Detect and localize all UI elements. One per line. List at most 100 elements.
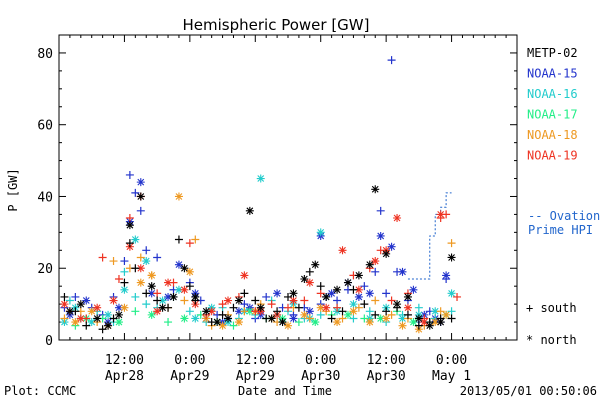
- north-point-noaa-16: [120, 285, 129, 294]
- south-point-noaa-19: [98, 253, 107, 262]
- north-point-metp-02: [114, 310, 123, 319]
- south-point-metp-02: [360, 300, 369, 309]
- legend: METP-02 NOAA-15 NOAA-16 NOAA-17 NOAA-18 NOAA-…: [527, 46, 578, 163]
- y-tick-label: 0: [45, 334, 53, 349]
- north-point-noaa-18: [120, 303, 129, 312]
- north-point-noaa-16: [398, 314, 407, 323]
- north-point-metp-02: [234, 296, 243, 305]
- south-point-noaa-17: [164, 318, 173, 327]
- y-axis-label: P [GW]: [6, 168, 20, 211]
- north-point-noaa-18: [431, 318, 440, 327]
- south-point-metp-02: [174, 235, 183, 244]
- north-point-noaa-18: [284, 321, 292, 330]
- north-point-noaa-19: [136, 264, 145, 273]
- north-point-noaa-15: [305, 307, 314, 316]
- x-axis-label: Date and Time: [238, 384, 332, 398]
- north-point-noaa-18: [136, 278, 145, 287]
- north-point-metp-02: [343, 278, 352, 287]
- x-tick-label-time: 12:00: [105, 353, 144, 368]
- north-point-noaa-16: [256, 174, 265, 183]
- south-point-noaa-19: [114, 275, 123, 283]
- south-point-noaa-19: [284, 303, 292, 312]
- footer-right: 2013/05/01 00:50:06: [460, 384, 597, 398]
- south-point-noaa-15: [376, 206, 385, 215]
- legend-entry-noaa-17: NOAA-17: [527, 108, 578, 122]
- north-point-metp-02: [333, 285, 342, 294]
- north-point-noaa-16: [191, 314, 200, 323]
- south-point-noaa-15: [71, 292, 80, 301]
- north-point-metp-02: [371, 185, 380, 194]
- north-point-noaa-19: [240, 271, 249, 280]
- north-point-noaa-15: [147, 289, 156, 298]
- south-point-metp-02: [240, 289, 249, 298]
- south-point-noaa-17: [131, 307, 140, 316]
- north-point-noaa-19: [60, 300, 69, 309]
- north-point-noaa-18: [185, 267, 194, 276]
- south-point-noaa-15: [131, 188, 140, 197]
- north-point-metp-02: [365, 260, 374, 269]
- south-marker-legend: + south: [526, 301, 577, 315]
- north-point-metp-02: [256, 303, 265, 312]
- north-point-noaa-15: [164, 292, 173, 301]
- south-point-noaa-15: [371, 267, 380, 276]
- north-point-metp-02: [425, 321, 434, 330]
- south-point-metp-02: [185, 282, 194, 291]
- south-point-noaa-15: [120, 257, 129, 266]
- south-point-noaa-19: [300, 296, 309, 305]
- north-point-metp-02: [354, 271, 363, 280]
- north-point-metp-02: [278, 318, 287, 327]
- legend-entry-noaa-16: NOAA-16: [527, 87, 578, 101]
- south-point-metp-02: [349, 285, 358, 294]
- x-tick-label-time: 12:00: [367, 353, 406, 368]
- south-point-metp-02: [142, 289, 151, 298]
- north-point-noaa-16: [316, 228, 325, 237]
- north-point-noaa-15: [174, 260, 183, 269]
- north-point-noaa-18: [382, 314, 391, 323]
- data-points: [60, 56, 462, 334]
- north-point-noaa-19: [403, 303, 412, 312]
- ovation-step-line: [407, 192, 452, 280]
- north-point-metp-02: [403, 292, 412, 301]
- north-point-metp-02: [213, 318, 222, 327]
- south-point-metp-02: [229, 303, 238, 312]
- south-point-metp-02: [338, 307, 347, 316]
- north-point-metp-02: [436, 318, 445, 327]
- north-point-metp-02: [322, 292, 331, 301]
- south-point-noaa-18: [109, 257, 118, 266]
- north-point-metp-02: [224, 314, 233, 323]
- south-point-noaa-15: [153, 253, 162, 262]
- legend-entry-noaa-15: NOAA-15: [527, 67, 578, 81]
- ovation-prime-hpi-line: [407, 192, 452, 280]
- north-point-metp-02: [289, 289, 298, 298]
- north-point-noaa-18: [300, 310, 309, 319]
- north-point-metp-02: [191, 292, 200, 301]
- south-point-metp-02: [447, 314, 456, 323]
- north-point-noaa-19: [109, 296, 118, 305]
- north-point-noaa-15: [409, 285, 418, 294]
- north-point-noaa-18: [442, 310, 451, 319]
- north-point-metp-02: [65, 307, 74, 316]
- north-point-noaa-15: [387, 242, 396, 251]
- x-axis: 12:00Apr280:00Apr2912:00Apr290:00Apr3012…: [58, 35, 518, 384]
- north-point-noaa-17: [114, 318, 123, 327]
- x-tick-label-time: 12:00: [236, 353, 275, 368]
- north-point-noaa-16: [174, 285, 183, 294]
- legend-entry-noaa-18: NOAA-18: [527, 128, 578, 142]
- south-point-noaa-19: [185, 239, 194, 248]
- north-point-noaa-19: [305, 278, 314, 287]
- north-point-noaa-15: [442, 271, 451, 280]
- north-point-noaa-18: [316, 303, 325, 312]
- south-point-metp-02: [98, 325, 107, 334]
- footer-left: Plot: CCMC: [4, 384, 76, 398]
- north-point-noaa-19: [354, 285, 363, 294]
- series-metp-02: [60, 185, 456, 334]
- south-point-noaa-17: [229, 321, 238, 330]
- north-point-noaa-19: [338, 246, 347, 255]
- south-point-noaa-16: [365, 307, 374, 316]
- south-point-noaa-15: [360, 282, 369, 291]
- series-noaa-19: [60, 192, 462, 327]
- south-point-noaa-18: [240, 307, 249, 316]
- north-point-noaa-16: [142, 257, 151, 266]
- north-point-metp-02: [76, 300, 85, 309]
- north-point-noaa-19: [224, 296, 233, 305]
